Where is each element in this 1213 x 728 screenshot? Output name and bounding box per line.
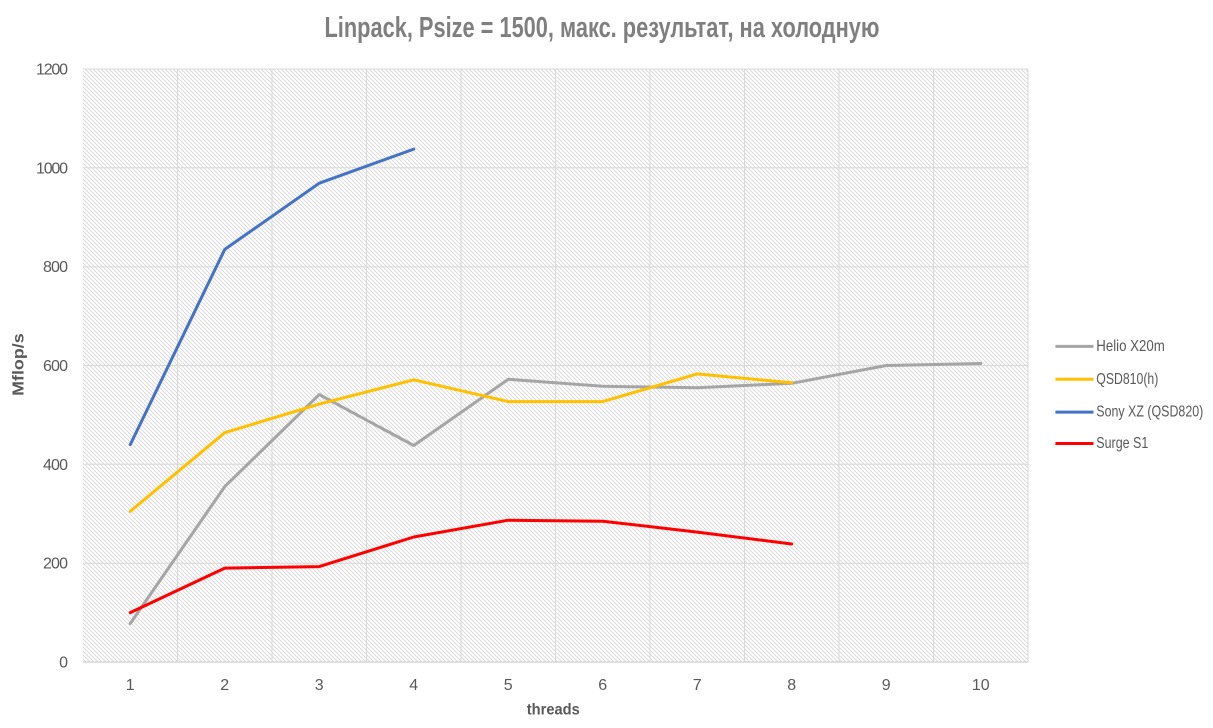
svg-text:1000: 1000 — [36, 160, 68, 177]
svg-text:10: 10 — [972, 677, 990, 694]
svg-text:200: 200 — [43, 556, 68, 573]
svg-text:800: 800 — [43, 259, 68, 276]
svg-text:0: 0 — [59, 655, 68, 672]
svg-text:600: 600 — [43, 358, 68, 375]
svg-text:400: 400 — [43, 457, 68, 474]
svg-text:5: 5 — [504, 677, 513, 694]
svg-text:7: 7 — [693, 677, 702, 694]
svg-text:Sony XZ (QSD820): Sony XZ (QSD820) — [1096, 404, 1203, 421]
svg-text:1200: 1200 — [36, 62, 68, 79]
svg-text:6: 6 — [598, 677, 607, 694]
svg-text:1: 1 — [126, 677, 135, 694]
svg-text:9: 9 — [882, 677, 891, 694]
svg-text:Helio X20m: Helio X20m — [1096, 338, 1165, 355]
svg-text:8: 8 — [787, 677, 796, 694]
svg-text:4: 4 — [409, 677, 418, 694]
svg-text:3: 3 — [315, 677, 324, 694]
svg-text:QSD810(h): QSD810(h) — [1096, 371, 1158, 388]
svg-text:Linpack, Psize = 1500, макс. р: Linpack, Psize = 1500, макс. результат, … — [325, 12, 880, 44]
svg-text:Surge S1: Surge S1 — [1096, 435, 1148, 452]
svg-text:Mflop/s: Mflop/s — [11, 333, 28, 396]
svg-text:2: 2 — [220, 677, 229, 694]
svg-text:threads: threads — [527, 702, 580, 719]
